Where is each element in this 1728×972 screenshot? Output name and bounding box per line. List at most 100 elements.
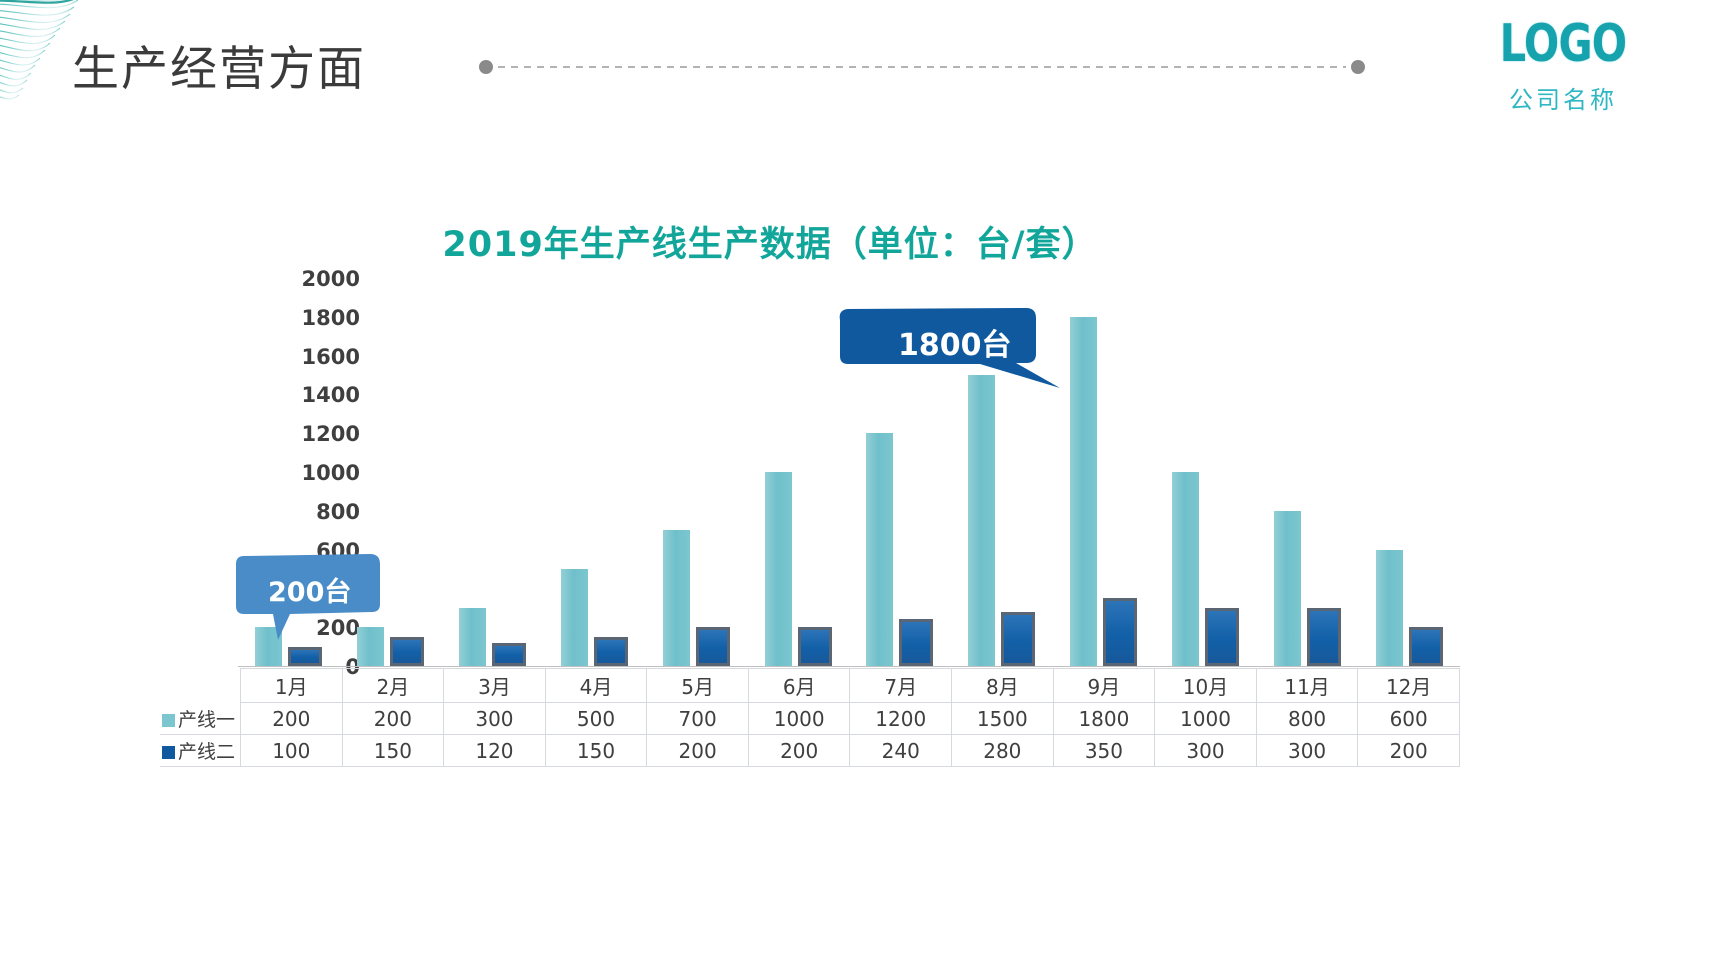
bar-产线二-10月	[1204, 607, 1239, 666]
chart-title: 2019年生产线生产数据（单位：台/套）	[442, 225, 1098, 265]
table-col-header-8月: 8月	[951, 668, 1054, 703]
bar-产线二-6月	[797, 627, 832, 666]
bar-group-6月	[747, 278, 849, 666]
table-cell-产线一-6月: 1000	[747, 702, 851, 735]
header-dotted-rule	[479, 60, 1365, 74]
bar-产线一-10月	[1171, 472, 1199, 666]
bar-产线一-12月	[1375, 549, 1403, 666]
bar-产线二-9月	[1103, 598, 1138, 666]
y-tick-2000: 2000	[301, 267, 360, 291]
chart-plot-wrapper: 2000180016001400120010008006004002000	[160, 267, 1460, 679]
decorative-swirl-ribbon-icon	[0, 0, 79, 100]
y-tick-200: 200	[316, 616, 360, 641]
table-cell-产线二-5月: 200	[646, 734, 749, 767]
bar-group-10月	[1155, 278, 1257, 666]
table-corner-cell	[160, 668, 241, 703]
table-col-header-4月: 4月	[544, 668, 648, 703]
callout-label-200: 200台	[268, 577, 352, 608]
callout-shape-1800-icon	[839, 308, 1060, 388]
bar-产线一-6月	[764, 472, 792, 666]
table-col-header-3月: 3月	[443, 668, 546, 703]
bar-group-2月	[340, 278, 442, 666]
legend-label-产线二: 产线二	[160, 734, 241, 767]
table-cell-产线二-10月: 300	[1154, 734, 1257, 767]
table-col-header-6月: 6月	[747, 668, 851, 703]
bar-产线二-5月	[695, 627, 730, 666]
table-col-header-2月: 2月	[341, 668, 445, 703]
bar-产线二-11月	[1306, 607, 1341, 666]
bar-产线二-12月	[1408, 627, 1443, 666]
bar-产线二-7月	[899, 619, 934, 666]
page-title: 生产经营方面	[72, 42, 366, 97]
legend-swatch-产线一	[162, 713, 175, 727]
y-tick-1400: 1400	[301, 383, 360, 408]
table-row: 产线一 200 200 300 500 700 1000 1200 1500 1800 1000 80…	[160, 702, 1460, 735]
chart-data-table: 1月 2月 3月 4月 5月 6月 7月 8月 9月 10月 11月 12月 产线一 200 200 300 5…	[160, 668, 1460, 767]
table-cell-产线二-6月: 200	[747, 734, 851, 767]
bar-group-8月	[951, 278, 1053, 666]
table-header-row: 1月 2月 3月 4月 5月 6月 7月 8月 9月 10月 11月 12月	[160, 668, 1460, 703]
bar-产线一-4月	[560, 569, 588, 666]
callout-bubble-200: 200台	[228, 552, 418, 642]
table-col-header-11月: 11月	[1255, 668, 1359, 703]
bar-产线一-11月	[1273, 510, 1301, 666]
bar-group-11月	[1256, 278, 1358, 666]
bar-group-5月	[645, 278, 747, 666]
bar-group-1月	[238, 278, 340, 666]
table-cell-产线二-8月: 280	[951, 734, 1054, 767]
y-tick-800: 800	[316, 499, 360, 524]
bar-产线一-7月	[866, 433, 894, 666]
bar-产线一-9月	[1070, 316, 1098, 666]
callout-bubble-1800: 1800台	[830, 306, 1110, 396]
legend-swatch-产线二	[162, 746, 175, 759]
table-cell-产线一-5月: 700	[646, 702, 749, 735]
callout-label-1800: 1800台	[898, 328, 1012, 363]
bar-产线二-4月	[593, 636, 628, 666]
table-cell-产线一-10月: 1000	[1154, 702, 1257, 735]
callout-shape-200-icon	[236, 554, 380, 640]
rule-dot-left	[479, 60, 493, 74]
bar-产线一-3月	[459, 607, 487, 666]
bar-group-3月	[442, 278, 544, 666]
table-col-header-12月: 12月	[1357, 668, 1460, 703]
y-tick-1000: 1000	[301, 461, 360, 485]
x-axis-line	[238, 666, 1460, 667]
bar-group-7月	[849, 278, 951, 666]
table-cell-产线一-7月: 1200	[849, 702, 953, 735]
table-cell-产线二-7月: 240	[849, 734, 953, 767]
table-cell-产线一-4月: 500	[544, 702, 648, 735]
logo-block: LOGO 公司名称	[1438, 18, 1688, 115]
y-tick-1600: 1600	[301, 344, 360, 369]
bar-产线二-8月	[1001, 611, 1036, 666]
bar-plot-area	[238, 278, 1460, 666]
table-col-header-1月: 1月	[240, 668, 343, 703]
bar-产线二-1月	[288, 646, 323, 666]
table-row: 产线二 100 150 120 150 200 200 240 280 350 300 300 200	[160, 734, 1460, 767]
table-cell-产线一-2月: 200	[341, 702, 445, 735]
table-cell-产线二-12月: 200	[1357, 734, 1460, 767]
table-col-header-10月: 10月	[1154, 668, 1257, 703]
table-cell-产线二-9月: 350	[1052, 734, 1156, 767]
bar-产线一-8月	[968, 375, 996, 666]
rule-dot-right	[1351, 60, 1365, 74]
table-cell-产线一-3月: 300	[443, 702, 546, 735]
table-cell-产线一-8月: 1500	[951, 702, 1054, 735]
table-cell-产线二-11月: 300	[1255, 734, 1359, 767]
table-cell-产线二-1月: 100	[240, 734, 343, 767]
bar-产线二-2月	[390, 636, 425, 666]
company-name: 公司名称	[1509, 86, 1617, 114]
y-tick-1800: 1800	[301, 305, 360, 330]
bar-产线一-5月	[662, 530, 690, 666]
table-col-header-9月: 9月	[1052, 668, 1156, 703]
chart-data-table-wrapper: 1月 2月 3月 4月 5月 6月 7月 8月 9月 10月 11月 12月 产线一 200 200 300 5…	[160, 668, 1460, 767]
table-cell-产线一-12月: 600	[1357, 702, 1460, 735]
table-cell-产线二-4月: 150	[544, 734, 648, 767]
table-col-header-7月: 7月	[849, 668, 953, 703]
legend-label-产线一: 产线一	[160, 702, 241, 735]
y-tick-1200: 1200	[301, 422, 360, 447]
bar-group-12月	[1358, 278, 1460, 666]
table-cell-产线二-2月: 150	[341, 734, 445, 767]
table-col-header-5月: 5月	[646, 668, 749, 703]
logo-text: LOGO	[1499, 14, 1627, 74]
